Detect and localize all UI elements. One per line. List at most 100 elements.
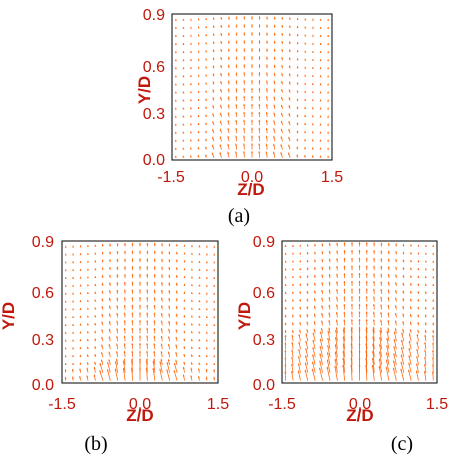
vector-arrowhead — [336, 250, 339, 253]
vector-arrowhead — [212, 57, 215, 60]
vector-arrowhead — [299, 306, 302, 309]
vector-arrowhead — [72, 253, 75, 256]
vector-arrowhead — [205, 42, 208, 45]
vector-arrowhead — [153, 258, 156, 261]
vector-arrowhead — [191, 276, 193, 279]
vector-arrowhead — [168, 282, 171, 285]
vector-arrowhead — [373, 281, 375, 283]
vector-arrowhead — [79, 245, 82, 248]
vector-arrowhead — [343, 273, 346, 276]
vector-arrowhead — [358, 242, 361, 245]
vector-arrowhead — [72, 331, 75, 334]
vector-arrowhead — [273, 136, 276, 139]
vector-arrowhead — [321, 251, 324, 254]
vector-arrowhead — [402, 313, 405, 316]
vector-arrowhead — [365, 242, 368, 245]
vector-arrowhead — [72, 308, 75, 311]
vector-arrowhead — [227, 48, 230, 51]
vector-arrowhead — [235, 16, 238, 19]
vector-arrowhead — [432, 364, 434, 367]
vector-arrowhead — [205, 245, 208, 248]
vector-arrowhead — [139, 250, 141, 253]
vector-arrowhead — [174, 27, 177, 29]
vector-arrowhead — [87, 307, 89, 310]
vector-arrowhead — [139, 327, 141, 330]
vector-arrowhead — [400, 361, 403, 364]
vector-arrowhead — [212, 89, 215, 92]
vector-arrowhead — [123, 358, 126, 361]
vector-arrowhead — [116, 320, 119, 323]
vector-arrowhead — [94, 268, 97, 271]
vector-arrowhead — [296, 58, 299, 61]
vector-arrowhead — [198, 292, 201, 295]
vector-arrowhead — [258, 16, 261, 19]
vector-arrowhead — [212, 65, 215, 68]
vector-arrowhead — [387, 297, 390, 300]
vector-arrowhead — [146, 273, 149, 276]
vector-arrowhead — [306, 290, 309, 293]
vector-arrowhead — [161, 266, 164, 269]
vector-arrowhead — [312, 332, 315, 335]
vector-arrowhead — [175, 352, 178, 355]
vector-arrowhead — [319, 59, 322, 62]
vector-arrowhead — [401, 332, 404, 335]
vector-arrowhead — [319, 107, 322, 110]
vector-arrowhead — [328, 266, 331, 269]
vector-arrowhead — [417, 306, 420, 309]
vector-arrowhead — [258, 111, 261, 114]
vector-arrowhead — [273, 64, 276, 67]
vector-arrowhead — [343, 281, 346, 283]
vector-arrowhead — [139, 335, 141, 338]
vector-arrowhead — [124, 258, 126, 261]
vector-arrowhead — [306, 329, 309, 332]
vector-arrowhead — [153, 350, 156, 353]
vector-arrowhead — [258, 96, 261, 99]
vector-arrowhead — [190, 58, 193, 61]
vector-arrowhead — [312, 123, 314, 126]
vector-arrowhead — [395, 274, 398, 277]
vector-arrowhead — [243, 32, 246, 35]
vector-arrowhead — [108, 351, 111, 354]
vector-arrowhead — [292, 244, 295, 247]
velocity-vector — [114, 368, 119, 381]
velocity-vector — [372, 357, 375, 373]
vector-arrowhead — [296, 18, 299, 20]
vector-arrowhead — [393, 338, 396, 341]
vector-arrowhead — [258, 135, 261, 138]
vector-arrowhead — [123, 281, 126, 284]
vector-arrowhead — [319, 353, 322, 356]
vector-arrowhead — [296, 130, 299, 133]
panel-b: 0.9 0.6 0.3 0.0 -1.5 0.0 1.5 Z/D Y/D (b) — [0, 234, 229, 455]
vector-arrowhead — [219, 136, 222, 139]
vector-arrowhead — [328, 312, 331, 315]
vector-arrowhead — [304, 26, 307, 29]
vector-arrowhead — [108, 305, 111, 308]
vector-arrowhead — [266, 24, 269, 27]
plot-frame-a — [171, 13, 333, 161]
vector-arrowhead — [87, 252, 89, 255]
vector-arrowhead — [108, 328, 111, 331]
vector-arrowhead — [190, 115, 193, 118]
vector-arrowhead — [319, 123, 322, 126]
vector-arrowhead — [64, 277, 67, 279]
vector-arrowhead — [273, 143, 275, 146]
vector-arrowhead — [273, 120, 276, 123]
vector-arrowhead — [168, 305, 171, 308]
velocity-vector — [379, 358, 382, 373]
panel-c: 0.9 0.6 0.3 0.0 -1.5 0.0 1.5 Z/D Y/D (c) — [235, 234, 448, 455]
vector-arrowhead — [243, 56, 246, 59]
vector-arrowhead — [161, 251, 164, 254]
vector-arrowhead — [198, 315, 201, 318]
velocity-vector — [319, 353, 323, 365]
vector-arrowhead — [94, 307, 97, 310]
vector-arrowhead — [424, 356, 426, 359]
vector-arrowhead — [190, 375, 193, 378]
vector-arrowhead — [183, 330, 186, 333]
vector-arrowhead — [205, 376, 208, 379]
vector-arrowhead — [161, 243, 164, 246]
y-tick-label: 0.9 — [143, 7, 165, 24]
vector-arrowhead — [424, 349, 427, 352]
vector-arrowhead — [212, 136, 214, 140]
vector-arrowhead — [350, 326, 353, 329]
vector-arrowhead — [101, 313, 104, 316]
